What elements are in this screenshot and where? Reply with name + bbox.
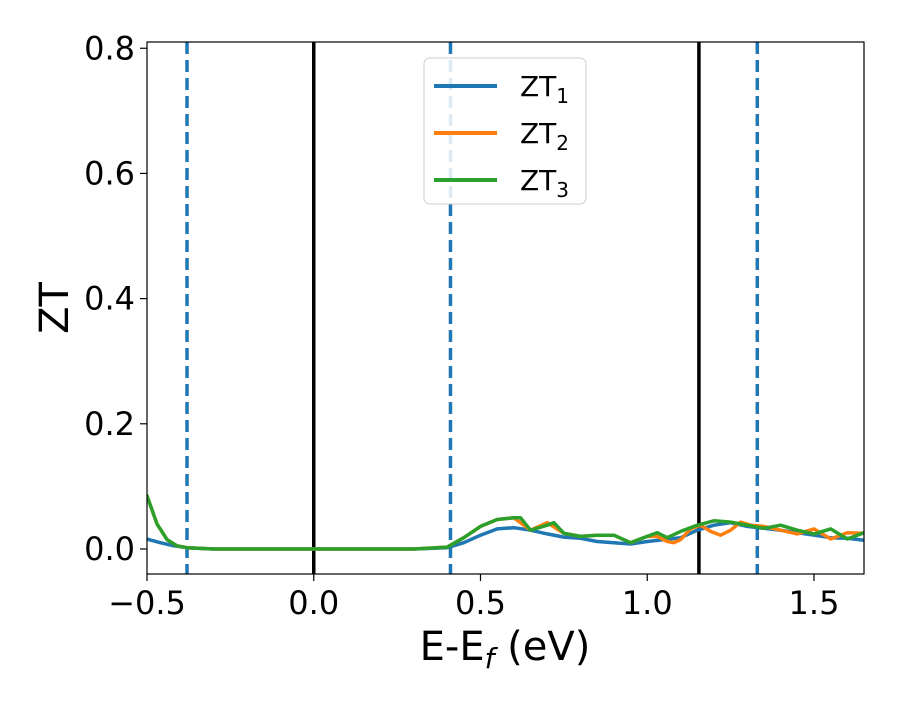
- y-tick-label: 0.6: [84, 154, 135, 192]
- y-axis-label: ZT: [32, 282, 78, 334]
- y-tick-label: 0.2: [84, 405, 135, 443]
- x-tick-label: 1.5: [789, 584, 840, 622]
- legend-label-3: ZT3: [520, 164, 569, 202]
- reference-lines: [185, 42, 760, 574]
- x-tick-label: 1.0: [622, 584, 673, 622]
- y-tick-label: 0.4: [84, 280, 135, 318]
- legend: ZT1 ZT2 ZT3: [423, 57, 587, 205]
- series-line-zt-3: [147, 494, 864, 551]
- x-tick-label: 0.0: [288, 584, 339, 622]
- legend-label-1: ZT1: [520, 70, 569, 108]
- legend-box: [423, 57, 587, 205]
- x-axis-label: E-Ef (eV): [420, 624, 591, 675]
- x-axis-ticks: −0.5 0.0 0.5 1.0 1.5: [108, 574, 839, 622]
- series-lines: [147, 494, 864, 551]
- x-tick-label: 0.5: [455, 584, 506, 622]
- y-axis-ticks: 0.0 0.2 0.4 0.6 0.8: [84, 29, 147, 568]
- y-tick-label: 0.8: [84, 29, 135, 67]
- x-tick-label: −0.5: [108, 584, 186, 622]
- plot-frame: [146, 41, 865, 575]
- legend-label-2: ZT2: [520, 117, 569, 155]
- y-tick-label: 0.0: [84, 530, 135, 568]
